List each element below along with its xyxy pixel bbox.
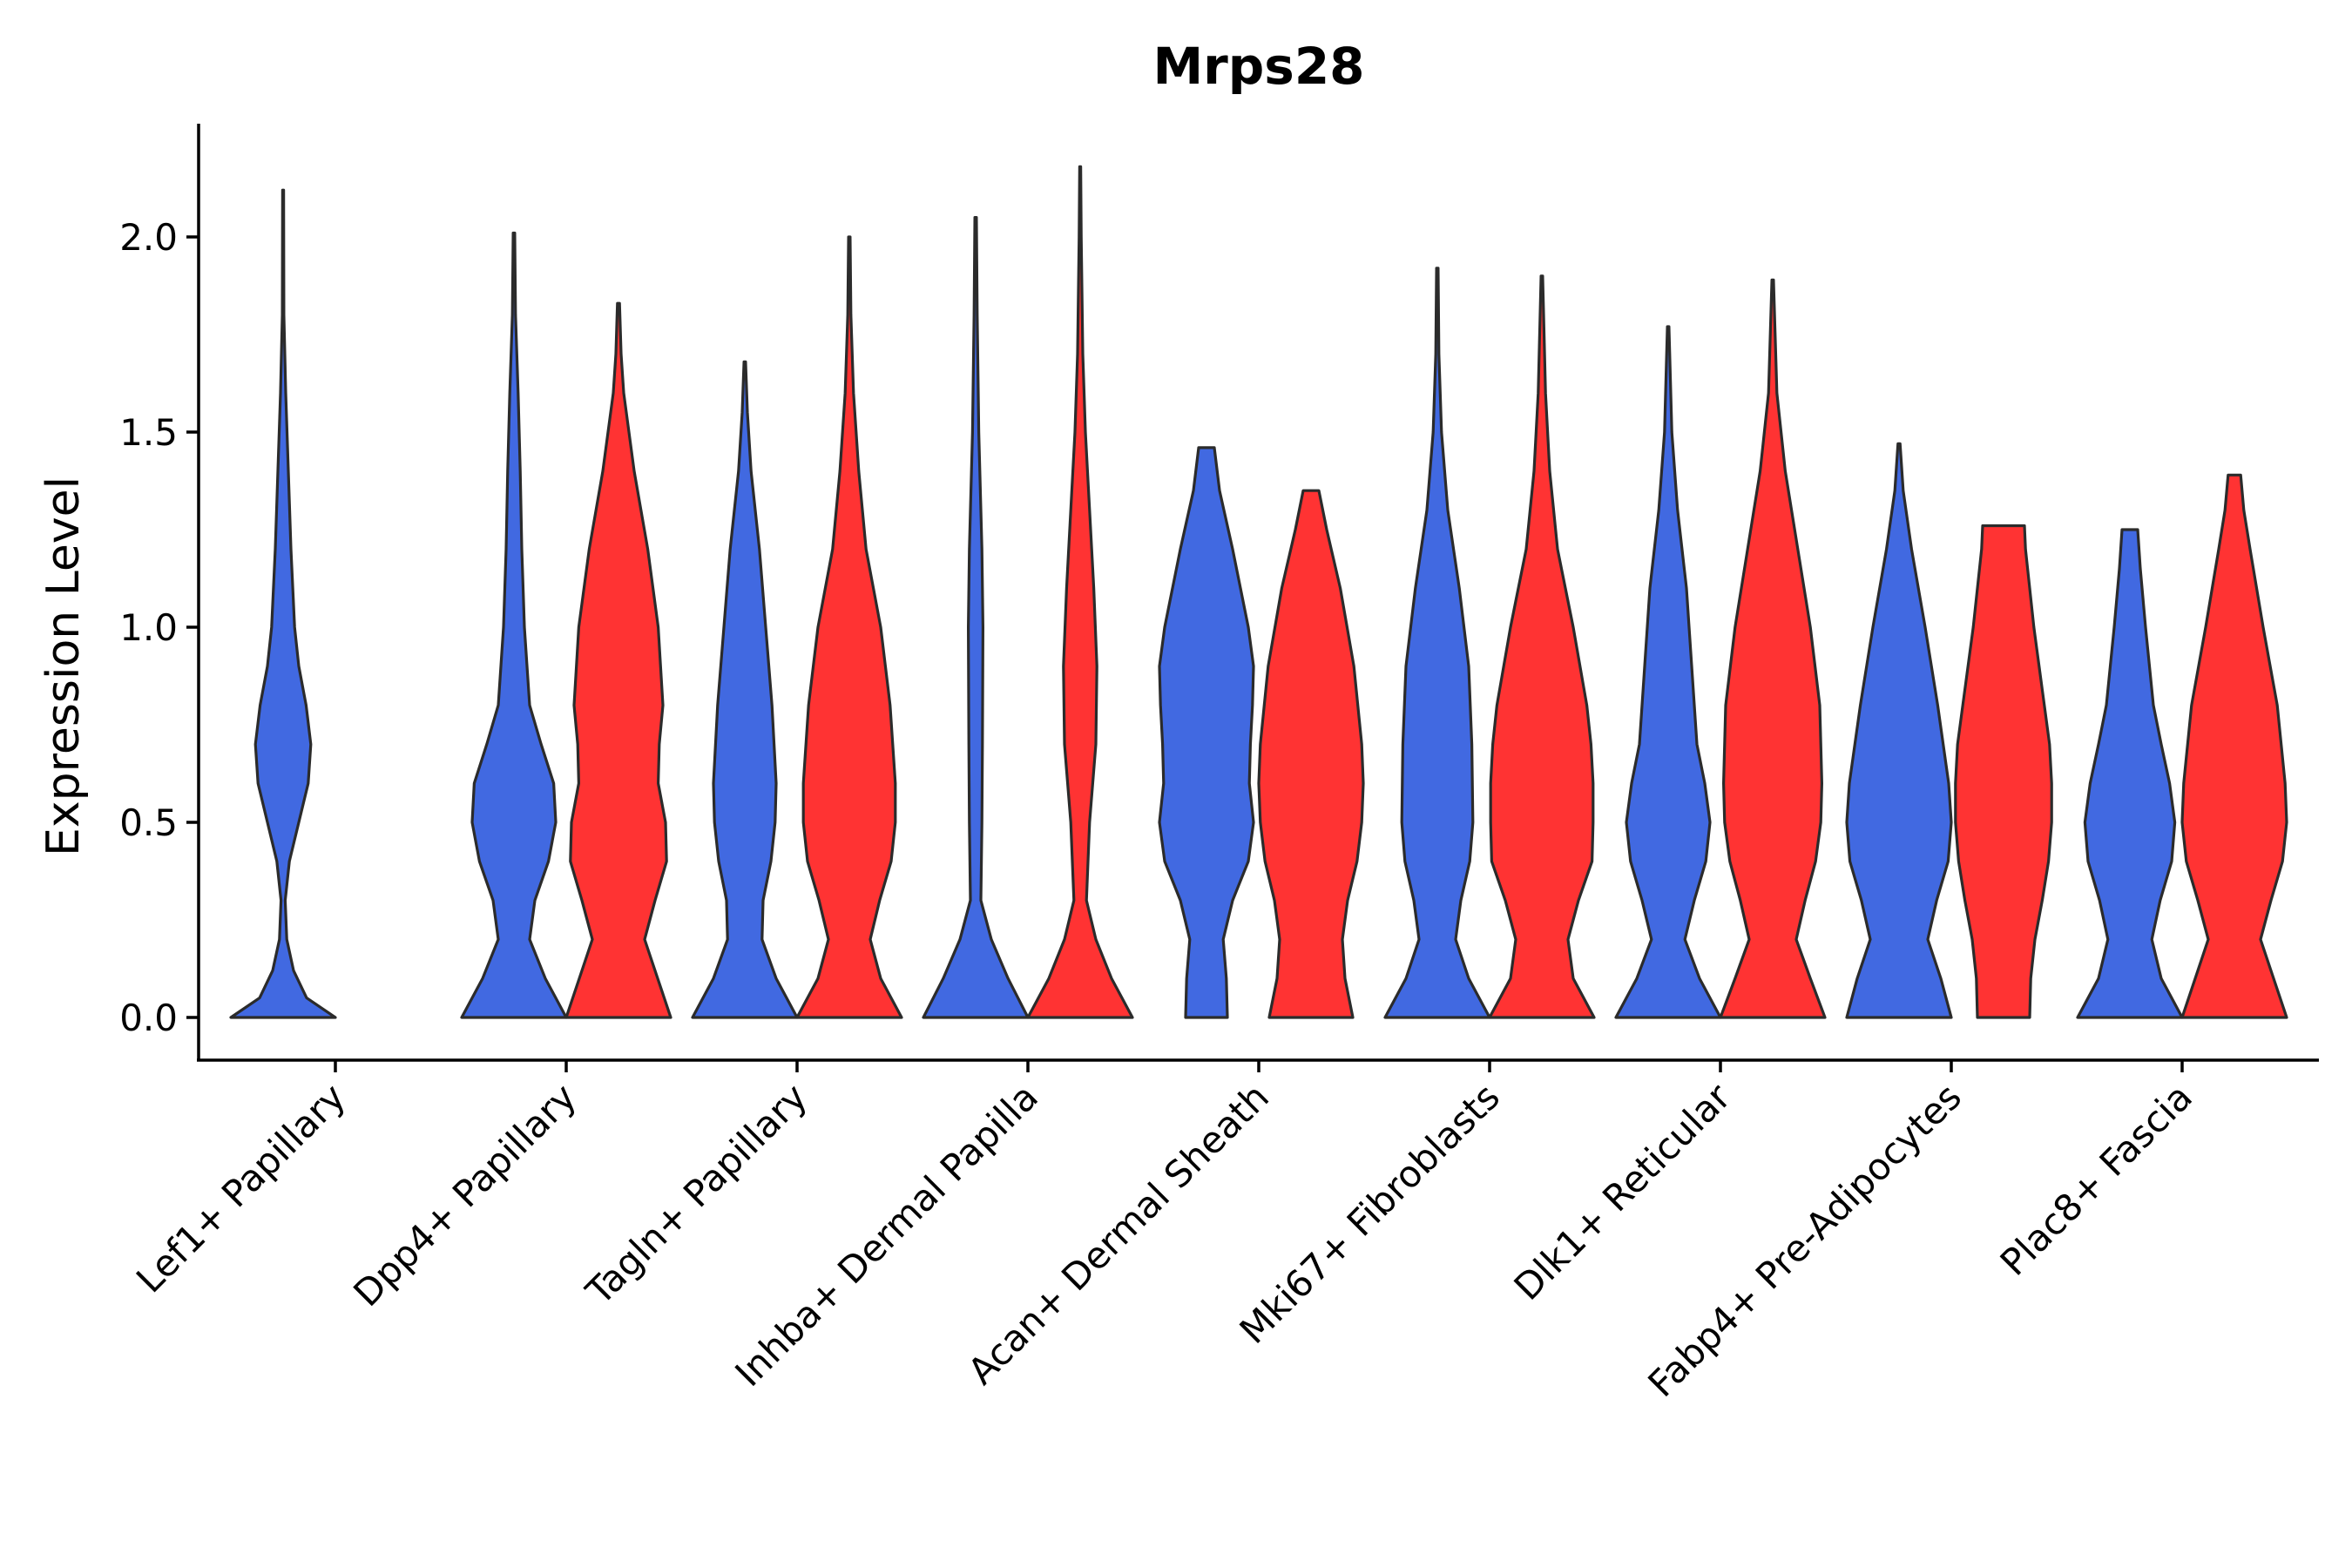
- violin-blue: [922, 216, 1030, 1019]
- y-tick-label: 0.5: [119, 801, 178, 844]
- violin-red: [1719, 278, 1827, 1019]
- violin-red: [795, 235, 903, 1019]
- violin-blue: [1614, 325, 1722, 1019]
- x-tick-label: Dlk1+ Reticular: [1506, 1075, 1740, 1308]
- violin-red: [2180, 473, 2288, 1019]
- y-tick-label: 0.0: [119, 997, 178, 1039]
- y-tick-label: 1.5: [119, 411, 178, 454]
- violin-red: [1257, 489, 1365, 1019]
- violin-red: [1954, 524, 2053, 1019]
- violin-blue: [1383, 267, 1491, 1019]
- y-ticks: 0.0 0.5 1.0 1.5 2.0: [119, 216, 199, 1039]
- violin-blue: [691, 360, 799, 1019]
- violin-blue: [1845, 442, 1953, 1019]
- violin-blue: [1158, 446, 1255, 1019]
- y-tick-label: 1.0: [119, 606, 178, 649]
- x-tick-label: Mki67+ Fibroblasts: [1232, 1075, 1508, 1351]
- violin-blue: [2076, 528, 2184, 1019]
- y-tick-label: 2.0: [119, 216, 178, 259]
- violin-layer: [229, 165, 2288, 1019]
- violin-blue: [460, 231, 568, 1019]
- x-tick-label: Tagln+ Papillary: [578, 1075, 815, 1313]
- x-tick-label: Lef1+ Papillary: [128, 1075, 354, 1301]
- violin-red: [564, 301, 672, 1019]
- chart-title: Mrps28: [1152, 37, 1364, 96]
- violin-blue: [229, 188, 337, 1019]
- x-tick-label: Plac8+ Fascia: [1992, 1075, 2200, 1283]
- violin-red: [1488, 274, 1596, 1019]
- x-tick-label: Dpp4+ Papillary: [345, 1075, 585, 1315]
- violin-red: [1026, 165, 1134, 1019]
- y-axis-title: Expression Level: [37, 476, 90, 856]
